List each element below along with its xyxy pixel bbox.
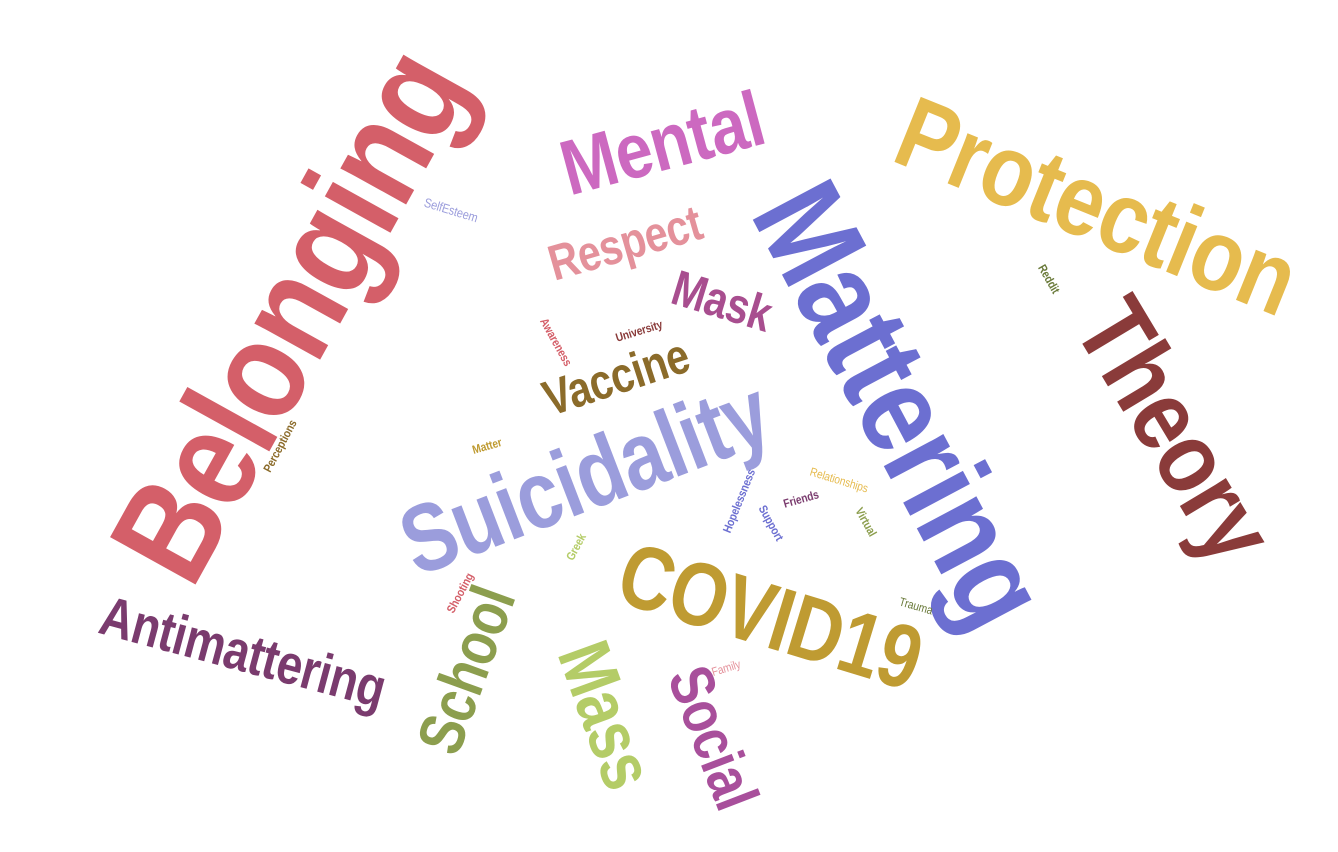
- word-mental: Mental: [551, 73, 773, 213]
- word-social: Social: [653, 656, 771, 819]
- word-school: School: [402, 576, 530, 764]
- word-support: Support: [755, 502, 787, 544]
- word-antimattering: Antimattering: [93, 583, 393, 720]
- word-protection: Protection: [880, 74, 1314, 338]
- word-mass: Mass: [541, 630, 672, 800]
- word-awareness: Awareness: [537, 315, 575, 369]
- word-friends: Friends: [781, 487, 821, 511]
- word-reddit: Reddit: [1035, 262, 1063, 296]
- word-covid19: COVID19: [606, 523, 934, 711]
